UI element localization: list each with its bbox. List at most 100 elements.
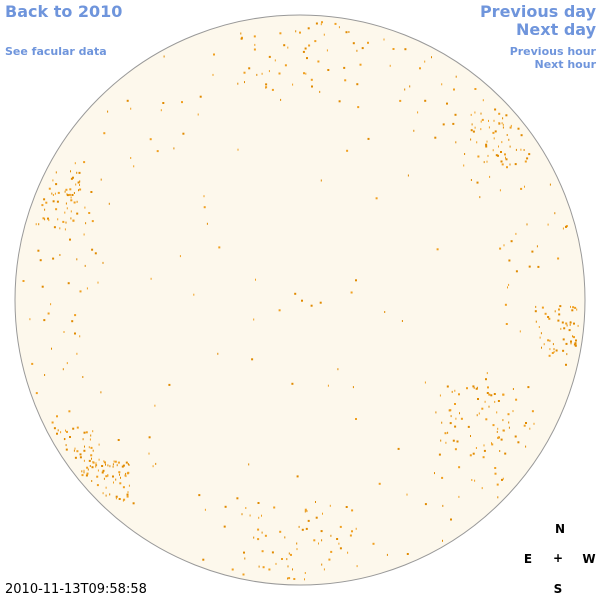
speck — [243, 71, 246, 74]
compass-north: N — [554, 522, 566, 536]
previous-hour-link[interactable]: Previous hour — [509, 45, 596, 58]
speck — [327, 384, 329, 387]
speck — [66, 430, 68, 433]
speck — [474, 88, 477, 90]
speck — [57, 218, 59, 221]
speck — [224, 505, 227, 508]
speck — [95, 464, 97, 467]
speck — [71, 194, 74, 196]
speck — [103, 132, 106, 135]
speck — [52, 257, 55, 260]
speck — [569, 321, 572, 324]
speck — [253, 48, 256, 51]
speck — [384, 311, 386, 313]
speck — [100, 178, 102, 181]
speck — [70, 217, 72, 220]
speck — [440, 439, 442, 442]
speck — [352, 386, 354, 389]
speck — [533, 422, 535, 425]
speck — [562, 349, 565, 352]
speck — [547, 339, 550, 342]
speck — [128, 464, 130, 466]
speck — [413, 129, 415, 132]
speck — [118, 471, 121, 474]
speck — [577, 324, 579, 327]
speck — [534, 310, 537, 313]
speck — [83, 431, 86, 434]
speck — [119, 473, 120, 476]
speck — [213, 53, 215, 56]
speck — [519, 330, 521, 333]
speck — [236, 497, 239, 500]
speck — [318, 542, 319, 545]
speck — [81, 474, 84, 477]
back-link[interactable]: Back to 2010 — [5, 2, 123, 21]
speck — [485, 145, 488, 148]
speck — [573, 322, 575, 325]
speck — [107, 474, 109, 477]
speck — [375, 197, 378, 200]
speck — [265, 86, 267, 89]
speck — [304, 510, 306, 513]
speck — [499, 247, 502, 250]
speck — [510, 240, 513, 243]
speck — [317, 60, 320, 63]
speck — [523, 424, 526, 427]
speck — [64, 228, 66, 231]
speck — [44, 218, 46, 221]
speck — [98, 458, 100, 461]
speck — [47, 217, 49, 220]
speck — [128, 484, 130, 487]
speck — [505, 156, 506, 159]
speck — [123, 498, 126, 501]
speck — [510, 124, 512, 127]
speck — [105, 494, 107, 497]
speck — [53, 226, 56, 229]
speck — [65, 448, 68, 451]
speck — [404, 88, 406, 91]
speck — [160, 109, 162, 112]
speck — [79, 184, 80, 186]
speck — [359, 63, 362, 66]
speck — [73, 192, 75, 194]
speck — [490, 394, 493, 397]
speck — [64, 211, 66, 214]
speck — [514, 163, 517, 166]
speck — [243, 551, 245, 554]
speck — [74, 456, 77, 459]
speck — [351, 509, 354, 512]
speck — [70, 177, 73, 180]
speck — [508, 138, 510, 141]
speck — [401, 320, 403, 322]
facular-link[interactable]: See facular data — [5, 45, 107, 58]
speck — [449, 409, 452, 412]
speck — [439, 394, 441, 397]
speck — [102, 469, 105, 472]
next-day-link[interactable]: Next day — [516, 20, 596, 39]
speck — [253, 35, 256, 38]
speck — [51, 192, 53, 195]
speck — [124, 474, 126, 477]
speck — [119, 482, 122, 485]
speck — [539, 336, 541, 339]
speck — [392, 48, 395, 50]
speck — [500, 438, 503, 441]
speck — [483, 161, 485, 164]
speck — [489, 175, 491, 178]
speck — [507, 413, 510, 416]
speck — [56, 415, 58, 418]
next-hour-link[interactable]: Next hour — [534, 58, 597, 71]
speck — [47, 312, 50, 315]
speck — [122, 486, 125, 489]
speck — [474, 126, 476, 129]
speck — [126, 493, 129, 496]
speck — [78, 171, 81, 174]
speck — [248, 463, 250, 466]
speck — [553, 350, 555, 353]
speck — [127, 463, 129, 465]
speck — [116, 464, 118, 467]
speck — [471, 123, 473, 126]
previous-day-link[interactable]: Previous day — [479, 2, 596, 21]
speck — [74, 162, 76, 165]
speck — [305, 527, 308, 530]
